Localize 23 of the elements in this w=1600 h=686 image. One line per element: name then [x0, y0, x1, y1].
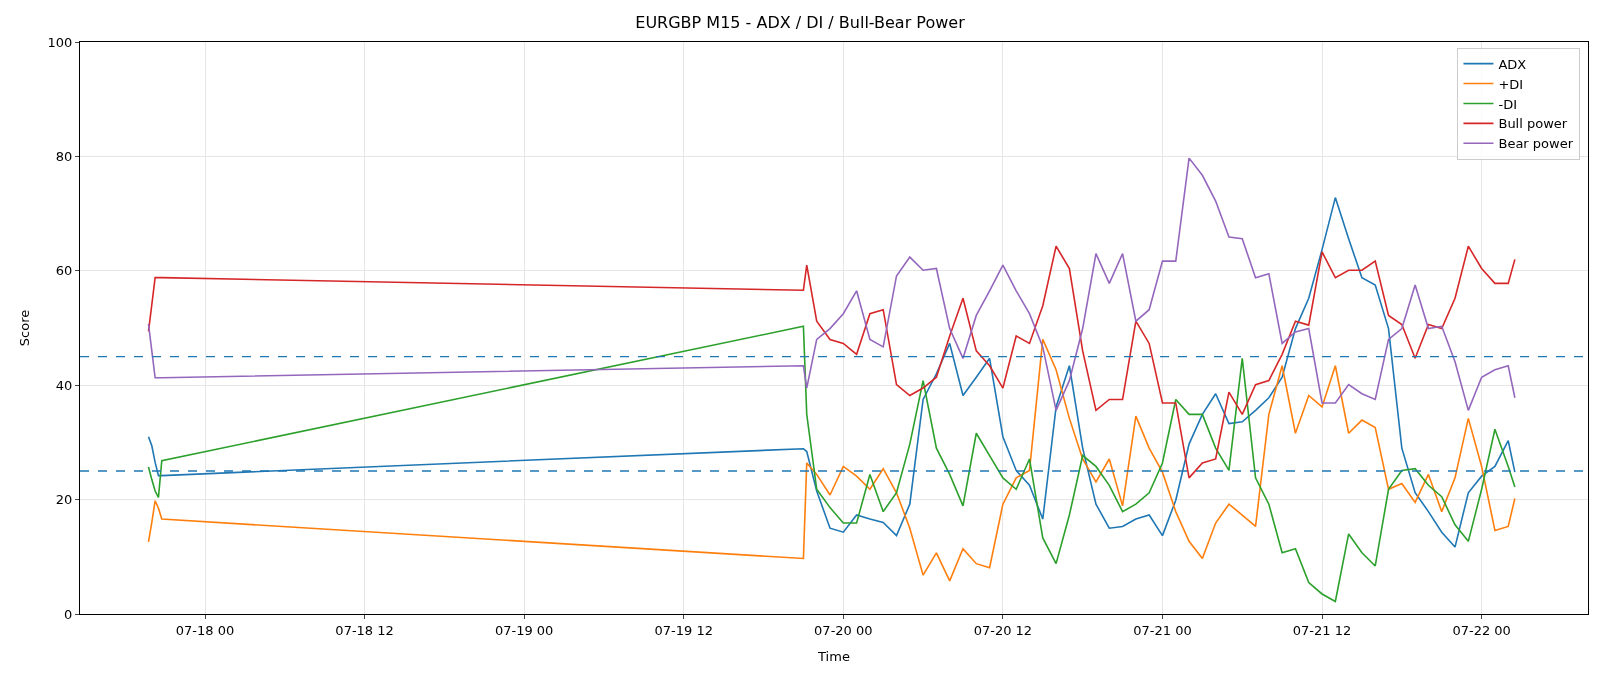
x-tick-label: 07-22 00: [1452, 622, 1511, 638]
x-tick-label: 07-19 00: [494, 622, 554, 638]
legend-label: +DI: [1498, 76, 1524, 92]
y-tick-label: 100: [47, 34, 73, 50]
chart-title: EURGBP M15 - ADX / DI / Bull-Bear Power: [635, 13, 966, 33]
x-tick-label: 07-18 00: [175, 622, 235, 638]
legend-label: -DI: [1498, 96, 1518, 112]
x-tick-label: 07-21 12: [1292, 622, 1352, 638]
x-tick-label: 07-18 12: [335, 622, 394, 638]
legend-label: ADX: [1498, 56, 1527, 72]
x-tick-label: 07-20 12: [973, 622, 1033, 638]
legend-label: Bull power: [1498, 116, 1568, 132]
legend-label: Bear power: [1498, 136, 1574, 152]
x-axis-title: Time: [817, 649, 850, 665]
y-tick-label: 80: [55, 148, 73, 164]
y-tick-label: 40: [55, 377, 73, 393]
x-tick-label: 07-19 12: [654, 622, 713, 638]
y-tick-label: 0: [64, 606, 73, 622]
y-tick-label: 20: [55, 492, 73, 508]
x-tick-label: 07-20 00: [814, 622, 873, 638]
y-axis-title: Score: [16, 309, 32, 347]
y-tick-label: 60: [55, 263, 73, 279]
x-tick-label: 07-21 00: [1133, 622, 1192, 638]
